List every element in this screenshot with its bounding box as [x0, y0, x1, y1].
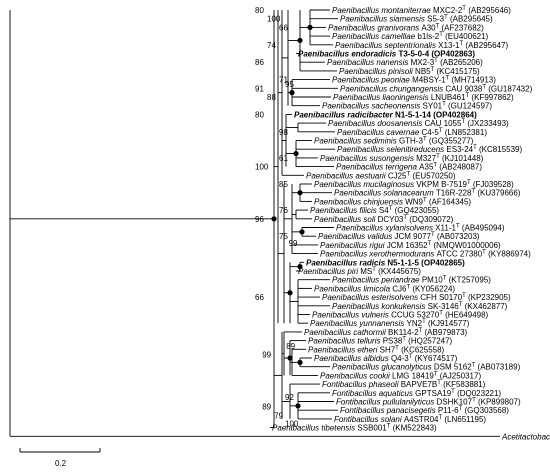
bootstrap-value: 80 [255, 110, 264, 119]
bootstrap-value: 66 [279, 23, 288, 32]
node-dot [297, 359, 303, 365]
taxon-label: Paenibacillus yunnanensis YN2T (KJ914577… [310, 319, 470, 328]
bootstrap-value: 61 [279, 154, 288, 163]
taxon-label: Paenibacillus pinisoli NB5T (KC415175) [339, 67, 480, 76]
taxon-label: Paenibacillus nanensis MX2-3T (AB265206) [327, 58, 483, 67]
bootstrap-value: 79 [274, 411, 283, 420]
node-dot [297, 264, 303, 270]
taxon-label: Paenibacillus susongensis M327T (KJ10144… [320, 154, 484, 163]
taxon-label: Paenibacillus cavernae C4-5T (LN852381) [337, 128, 487, 137]
bootstrap-value: 76 [279, 206, 288, 215]
taxon-label: Paenibacillus granivorans A30T (AF237682… [328, 23, 484, 32]
taxon-label: Paenibacillus limicola CJ6T (KY056224) [314, 284, 455, 293]
taxon-label: Paenibacillus cathormii BK114-2T (AB9798… [304, 328, 468, 337]
taxon-label: Paenibacillus albidus Q4-3T (KY674517) [314, 354, 458, 363]
taxon-label: Paenibacillus tibetensis SSB001T (KM5228… [272, 424, 437, 433]
taxon-label: Paenibacillus sacheonensis SY01T (GU1245… [322, 102, 492, 111]
taxon-label: Paenibacillus cookii LMG 18419T (AJ25031… [320, 371, 481, 380]
taxon-label: Paenibacillus septentrionalis X13-1T (AB… [335, 41, 508, 50]
node-dot [293, 150, 299, 157]
taxon-label: Paenibacillus endoradicis T3-5-0-4 (OP40… [298, 50, 475, 59]
bootstrap-value: 100 [255, 163, 269, 172]
bootstrap-value: 71 [279, 76, 288, 85]
taxon-label: Paenibacillus vulneris CCUG 53270T (HE64… [312, 311, 489, 320]
taxon-label: Paenibacillus validus JCM 9077T (AB07320… [318, 232, 480, 241]
taxon-label: Paenibacillus selenitireducens ES3-24T (… [337, 145, 522, 154]
taxon-label: Paenibacillus chinjuensis WN9T (AF164345… [314, 197, 471, 206]
taxon-label: Fontibacillus pullulanilyticus DSHK107T … [336, 398, 521, 407]
taxon-label: Paenibacillus rigui JCM 16352T (NMQW0100… [320, 241, 501, 250]
taxon-label: Acetitactobacillus jinshanensis HSLZ-75T… [501, 432, 550, 441]
bootstrap-value: 99 [262, 351, 271, 360]
taxon-label: Paenibacillus telluris PS38T (HQ257247) [308, 337, 453, 346]
taxon-label: Paenibacillus xylanisolvens X11-1T (AB49… [336, 224, 505, 233]
taxon-label: Fontibacillus solani A4STR04T (LN651195) [334, 415, 486, 424]
scale-bar: 0.2 [19, 448, 101, 468]
taxon-label: Paenibacillus sediminis GTH-3T (GQ355277… [314, 137, 474, 146]
bootstrap-value: 88 [267, 93, 276, 102]
taxon-label: Paenibacillus esterisolvens CFH S0170T (… [322, 293, 511, 302]
taxon-label: Paenibacillus siamensis S5-3T (AB295645) [340, 15, 493, 24]
bootstrap-value: 75 [279, 232, 288, 241]
taxon-label: Paenibacillus montaniterrae MXC2-2T (AB2… [332, 6, 511, 15]
node-dot [287, 290, 293, 296]
bootstrap-value: 89 [286, 342, 295, 351]
bootstrap-value: 96 [255, 215, 264, 224]
bootstrap-value: 98 [279, 128, 288, 137]
bootstrap-value: 92 [285, 393, 294, 402]
taxon-label: Paenibacillus glucanolyticus DSM 5162T (… [332, 363, 521, 372]
taxon-label: Paenibacillus periandrae PM10T (KT257095… [332, 276, 491, 285]
bootstrap-nodes [271, 24, 313, 409]
taxon-label: Paenibacillus doosanensis CAU 1055T (JX2… [328, 119, 509, 128]
taxon-label: Fontibacillus panacisegetis P11-6T (GQ30… [340, 406, 509, 415]
scale-bar-label: 0.2 [55, 459, 67, 468]
taxon-label: Paenibacillus aestuarii CJ25T (EU570250) [306, 171, 456, 180]
node-dot [299, 229, 305, 235]
bootstrap-value: 80 [255, 6, 264, 15]
bootstrap-value: 86 [255, 58, 264, 67]
taxon-label: Paenibacillus peoniae M4BSY-1T (MH714913… [332, 76, 496, 85]
taxon-label: Paenibacillus filicis S4T (GQ423055) [310, 206, 439, 215]
node-dot [289, 90, 295, 96]
bootstrap-value: 100 [285, 419, 299, 428]
taxon-label: Paenibacillus etheri SH7T (KC625558) [308, 345, 445, 354]
node-dot [295, 403, 301, 409]
bootstrap-value: 95 [285, 80, 294, 89]
taxon-labels: Paenibacillus montaniterrae MXC2-2T (AB2… [272, 6, 550, 441]
taxon-label: Paenibacillus solanacearum T16R-228T (KU… [334, 189, 521, 198]
node-dot [307, 24, 313, 30]
node-dot [287, 355, 293, 361]
taxon-label: Paenibacillus soli DCY03T (DQ309072) [314, 215, 454, 224]
bootstrap-value: 100 [267, 15, 281, 24]
bootstrap-value: 66 [255, 293, 264, 302]
node-dot [297, 37, 303, 44]
node-dot [297, 190, 303, 196]
taxon-label: Paenibacillus chungangensis CAU 9038T (G… [340, 84, 533, 93]
taxon-label: Fontibacillus phaseoli BAPVE7BT (KF58388… [322, 380, 486, 389]
taxon-label: Paenibacillus radicibacter N1-5-1-14 (OP… [294, 110, 477, 119]
taxon-label: Paenibacillus mucilaginosus VKPM B-7519T… [314, 180, 514, 189]
taxon-label: Paenibacillus konkukensis SK-3146T (KX46… [332, 302, 508, 311]
taxon-label: Paenibacillus radicis N5-1-1-5 (OP402865… [306, 258, 465, 267]
taxon-label: Paenibacillus terrigena A35T (AB248087) [336, 163, 482, 172]
taxon-label: Paenibacillus piri MST (KX445675) [298, 267, 421, 276]
bootstrap-value: 89 [262, 403, 271, 412]
taxon-label: Fontibacillus aquaticus GPTSA19T (DQ0232… [332, 389, 501, 398]
bootstrap-value: 74 [267, 41, 276, 50]
taxon-label: Paenibacillus liaoningensis LNUB461T (KF… [333, 93, 514, 102]
bootstrap-value: 91 [255, 84, 264, 93]
bootstrap-value: 85 [279, 180, 288, 189]
node-dot [271, 216, 277, 222]
bootstrap-value: 99 [289, 239, 298, 248]
taxon-label: Paenibacillus xerothermodurans ATCC 2738… [320, 250, 531, 259]
taxon-label: Paenibacillus camelliae b1ls-2T (EU40062… [332, 32, 489, 41]
